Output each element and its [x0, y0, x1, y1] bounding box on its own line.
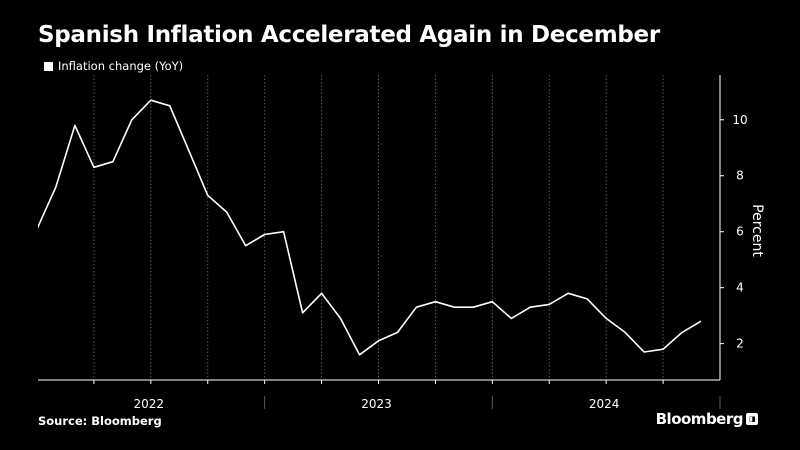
source-note: Source: Bloomberg [38, 414, 162, 428]
bloomberg-logo: Bloomberg ◨ [656, 410, 758, 428]
legend-swatch [44, 61, 53, 71]
y-tick-label: 2 [736, 337, 744, 351]
y-tick-label: 10 [732, 113, 747, 127]
brand-name: Bloomberg [655, 410, 744, 428]
chart-title: Spanish Inflation Accelerated Again in D… [38, 22, 660, 48]
brand-badge-icon: ◨ [746, 413, 758, 425]
y-tick-label: 6 [736, 225, 744, 239]
x-tick-label: 2023 [361, 397, 392, 411]
y-tick-label: 4 [736, 281, 744, 295]
series-line [38, 99, 702, 356]
y-tick-label: 8 [736, 169, 744, 183]
x-tick-label: 2022 [134, 397, 165, 411]
legend: Inflation change (YoY) [44, 59, 183, 73]
x-tick-label: 2024 [589, 397, 620, 411]
legend-label: Inflation change (YoY) [58, 59, 184, 73]
y-axis-title: Percent [749, 204, 765, 257]
